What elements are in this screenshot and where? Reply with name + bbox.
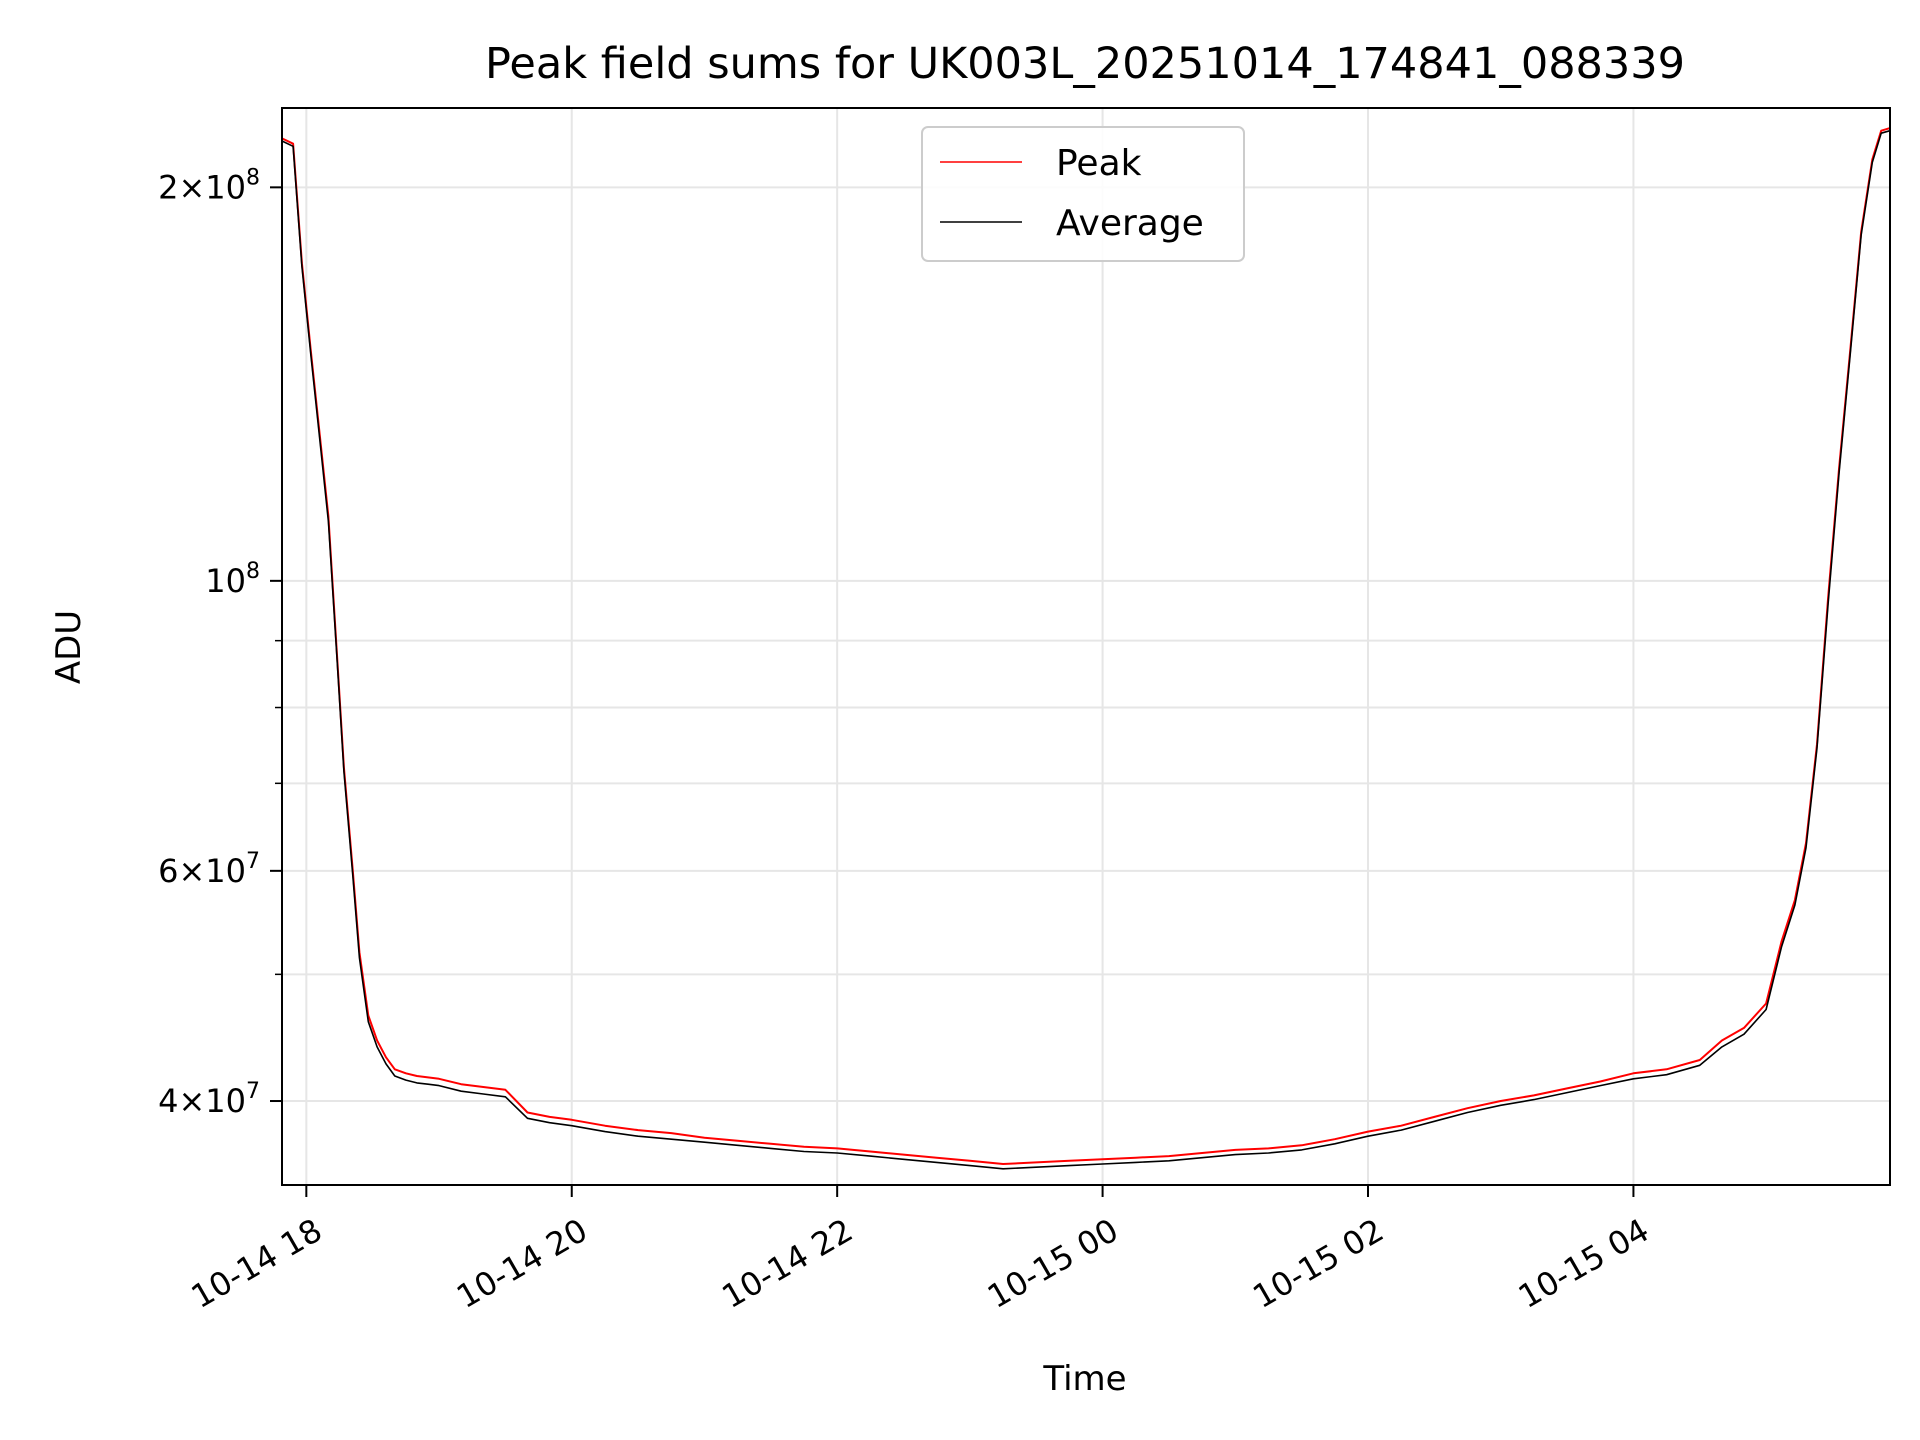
legend: Peak Average [921,126,1245,262]
x-axis-title: Time [1042,1359,1126,1399]
legend-box [921,126,1245,262]
y-axis-ticks: 4×107 6×107 108 2×108 [158,165,282,1120]
y-tick-label: 6×107 [158,849,260,890]
chart-title: Peak field sums for UK003L_20251014_1748… [485,39,1685,89]
y-tick-label: 2×108 [158,165,260,206]
legend-label-peak: Peak [1056,143,1142,184]
series-line-peak [281,127,1891,1165]
plot-area-frame [281,107,1891,1186]
legend-label-average: Average [1056,203,1204,244]
y-axis-title: ADU [49,610,89,684]
y-tick-label: 4×107 [158,1079,260,1120]
y-tick-label: 108 [205,559,260,600]
series-lines [281,127,1891,1170]
series-line-average [281,129,1891,1170]
